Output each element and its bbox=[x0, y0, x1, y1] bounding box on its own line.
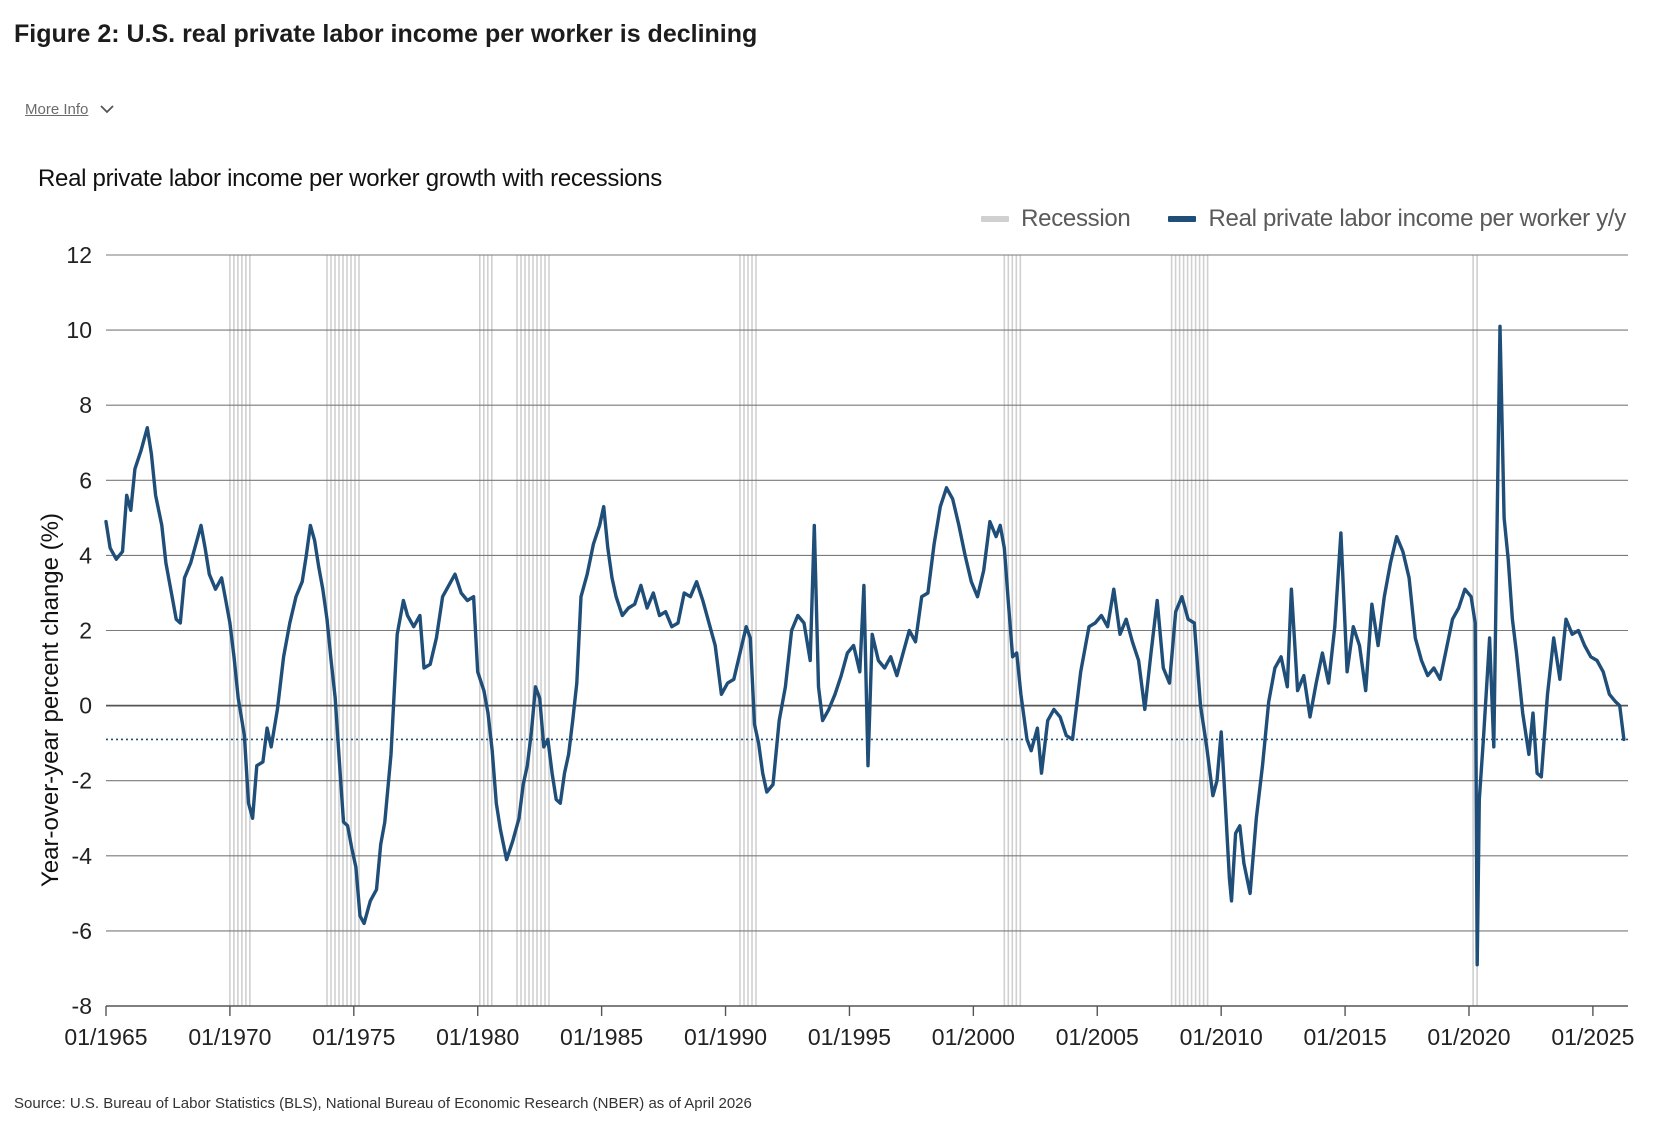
y-tick-label: 4 bbox=[79, 542, 92, 568]
legend-item-income: Real private labor income per worker y/y bbox=[1168, 205, 1626, 233]
chart-title: Real private labor income per worker gro… bbox=[38, 165, 662, 192]
x-tick-label: 01/1975 bbox=[312, 1024, 395, 1050]
y-tick-label: 12 bbox=[66, 242, 92, 268]
y-tick-label: 6 bbox=[79, 467, 92, 493]
x-tick-label: 01/2010 bbox=[1180, 1024, 1263, 1050]
y-tick-label: -8 bbox=[72, 993, 92, 1019]
series-line-income bbox=[104, 324, 1626, 967]
x-tick-label: 01/2005 bbox=[1056, 1024, 1139, 1050]
legend-swatch-recession bbox=[981, 216, 1010, 222]
legend-swatch-income bbox=[1168, 216, 1197, 222]
y-tick-label: -2 bbox=[72, 768, 92, 794]
axes: 12 10 8 6 4 2 0 -2 -4 -6 -8 01/1965 01/1970 01/1975 01… bbox=[64, 242, 1634, 1050]
x-tick-label: 01/1990 bbox=[684, 1024, 767, 1050]
more-info-toggle[interactable]: More Info bbox=[25, 100, 116, 118]
y-tick-label: 10 bbox=[66, 317, 92, 343]
legend-label-income: Real private labor income per worker y/y bbox=[1208, 205, 1626, 232]
series-line-layer bbox=[104, 324, 1626, 967]
x-tick-label: 01/2000 bbox=[932, 1024, 1015, 1050]
x-tick-label: 01/1970 bbox=[188, 1024, 271, 1050]
x-tick-label: 01/1965 bbox=[64, 1024, 147, 1050]
y-tick-label: 0 bbox=[79, 693, 92, 719]
x-tick-label: 01/1980 bbox=[436, 1024, 519, 1050]
x-tick-label: 01/2025 bbox=[1551, 1024, 1634, 1050]
y-tick-label: 8 bbox=[79, 392, 92, 418]
y-tick-label: -4 bbox=[72, 843, 93, 869]
chevron-down-icon bbox=[100, 105, 115, 114]
y-axis-label: Year-over-year percent change (%) bbox=[37, 513, 64, 887]
x-tick-label: 01/1995 bbox=[808, 1024, 891, 1050]
y-tick-label: -6 bbox=[72, 918, 92, 944]
chart-legend: Recession Real private labor income per … bbox=[981, 205, 1626, 233]
y-tick-label: 2 bbox=[79, 618, 92, 644]
x-tick-label: 01/2015 bbox=[1304, 1024, 1387, 1050]
figure-title: Figure 2: U.S. real private labor income… bbox=[14, 20, 758, 48]
legend-item-recession: Recession bbox=[981, 205, 1131, 233]
more-info-label: More Info bbox=[25, 100, 89, 118]
x-tick-label: 01/1985 bbox=[560, 1024, 643, 1050]
legend-label-recession: Recession bbox=[1021, 205, 1131, 232]
source-note: Source: U.S. Bureau of Labor Statistics … bbox=[14, 1095, 752, 1112]
x-tick-label: 01/2020 bbox=[1427, 1024, 1510, 1050]
